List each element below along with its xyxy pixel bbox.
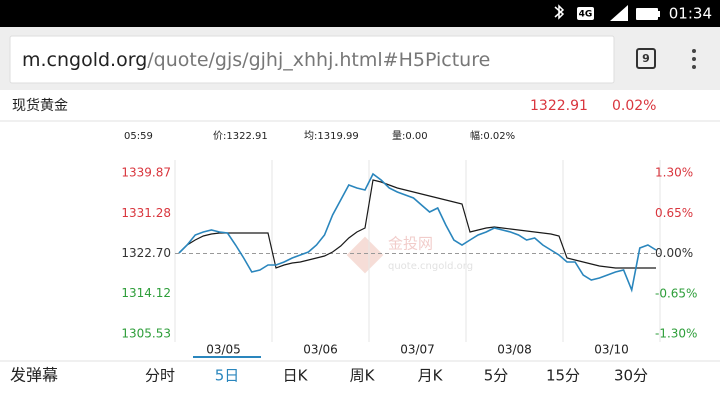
watermark-logo (346, 236, 384, 274)
status-time: 01:34 (669, 5, 712, 23)
tab[interactable]: 5日 (215, 367, 240, 385)
info-avg: 均:1319.99 (304, 130, 359, 142)
tab-count: 9 (642, 52, 650, 65)
tab[interactable]: 15分 (546, 367, 580, 385)
url-domain: m.cngold.org (22, 49, 147, 71)
watermark-url: quote.cngold.org (388, 261, 473, 272)
watermark: 金投网 quote.cngold.org (346, 235, 473, 274)
tab[interactable]: 分时 (145, 367, 175, 385)
tab[interactable]: 周K (350, 367, 376, 385)
url-box[interactable] (9, 35, 615, 84)
battery-icon (636, 8, 658, 20)
y2-tick-label: -1.30% (655, 327, 697, 341)
signal-icon (610, 5, 628, 21)
y-tick-label: 1305.53 (121, 327, 171, 341)
y-tick-label: 1314.12 (121, 286, 171, 300)
y-tick-label: 1339.87 (121, 166, 171, 180)
y2-tick-label: 1.30% (655, 166, 693, 180)
x-tick-label: 03/10 (594, 343, 629, 357)
y2-tick-label: 0.65% (655, 206, 693, 220)
info-volume: 量:0.00 (392, 130, 428, 142)
y-tick-label: 1331.28 (121, 206, 171, 220)
url[interactable]: m.cngold.org/quote/gjs/gjhj_xhhj.html#H5… (22, 49, 490, 71)
tab[interactable]: 5分 (484, 367, 509, 385)
info-range: 幅:0.02% (470, 129, 515, 142)
x-tick-label: 03/07 (400, 343, 435, 357)
network-badge (577, 7, 594, 20)
x-tick-label: 03/08 (497, 343, 532, 357)
status-bar (0, 0, 720, 27)
menu-button[interactable] (692, 49, 696, 69)
active-tab-indicator (193, 356, 261, 358)
bluetooth-icon (554, 4, 565, 20)
danmaku-button[interactable]: 发弹幕 (10, 366, 58, 385)
url-path: /quote/gjs/gjhj_xhhj.html#H5Picture (147, 49, 490, 71)
tab[interactable]: 日K (283, 367, 309, 385)
y2-tick-label: 0.00% (655, 246, 693, 260)
price-line (178, 172, 657, 293)
watermark-name: 金投网 (388, 235, 433, 253)
quote-name: 现货黄金 (12, 97, 68, 114)
x-tick-label: 03/06 (303, 343, 338, 357)
info-price: 价:1322.91 (213, 130, 268, 142)
tab-switcher[interactable] (636, 48, 656, 69)
x-tick-label: 03/05 (206, 343, 241, 357)
network-label: 4G (579, 10, 593, 20)
quote-price: 1322.91 (530, 98, 588, 114)
tab[interactable]: 月K (418, 367, 444, 385)
battery-tip (658, 11, 660, 17)
tab[interactable]: 30分 (614, 367, 648, 385)
average-line (178, 179, 656, 269)
info-time: 05:59 (124, 131, 153, 142)
y2-tick-label: -0.65% (655, 286, 697, 300)
y-tick-label: 1322.70 (121, 246, 171, 260)
quote-change: 0.02% (612, 98, 656, 114)
